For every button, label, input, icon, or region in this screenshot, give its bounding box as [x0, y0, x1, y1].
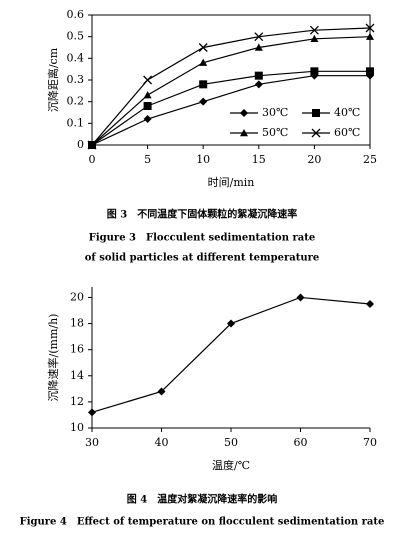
legend-label: 30℃ [262, 106, 288, 119]
series-line [91, 36, 371, 146]
caption: 图 3 不同温度下固体颗粒的絮凝沉降速率 [107, 208, 297, 221]
legend-label: 50℃ [262, 126, 288, 139]
marker [143, 115, 152, 123]
y-tick-label: 14 [70, 369, 84, 382]
marker [199, 97, 208, 106]
y-tick-label: 0.4 [67, 51, 85, 64]
x-tick-label: 50 [224, 436, 238, 449]
x-axis-title: 时间/min [208, 176, 255, 189]
y-axis-title: 沉降距离/cm [46, 47, 60, 112]
y-tick-label: 0.1 [67, 116, 85, 129]
y-axis-title: 沉降速率/(mm/h) [46, 314, 60, 402]
legend-marker [312, 109, 320, 117]
marker [198, 43, 208, 52]
x-axis-title: 温度/℃ [212, 458, 250, 472]
marker [366, 32, 374, 40]
x-tick-label: 5 [144, 153, 151, 166]
marker [254, 71, 263, 80]
x-tick-label: 70 [363, 436, 377, 449]
marker [254, 32, 264, 42]
marker [310, 34, 319, 43]
caption: Figure 4 Effect of temperature on floccu… [20, 517, 385, 528]
marker [366, 299, 374, 308]
legend-marker [240, 129, 248, 137]
x-tick-label: 20 [307, 153, 321, 166]
marker [227, 319, 235, 328]
marker [309, 25, 319, 35]
x-tick-label: 30 [85, 436, 99, 449]
legend-label: 60℃ [334, 126, 360, 139]
x-tick-label: 60 [294, 436, 308, 449]
legend-marker [240, 109, 248, 117]
series-line [91, 70, 370, 146]
x-tick-label: 0 [89, 153, 96, 166]
marker [199, 58, 208, 66]
x-tick-label: 15 [252, 153, 266, 166]
x-tick-label: 40 [155, 436, 169, 449]
series-line [91, 75, 370, 146]
y-tick-label: 0.6 [67, 8, 85, 21]
legend-label: 40℃ [334, 106, 360, 119]
y-tick-label: 0.5 [67, 30, 85, 43]
marker [310, 67, 319, 76]
series-line [91, 27, 371, 146]
y-tick-label: 12 [70, 395, 84, 408]
marker [366, 67, 374, 76]
marker [143, 75, 153, 85]
marker [254, 43, 263, 51]
marker [157, 387, 166, 396]
y-tick-label: 16 [70, 343, 84, 356]
caption: 图 4 温度对絮凝沉降速率的影响 [127, 493, 277, 506]
y-tick-label: 10 [70, 421, 84, 434]
legend-marker [311, 128, 321, 138]
marker [87, 140, 97, 150]
caption: of solid particles at different temperat… [85, 253, 319, 264]
marker [296, 293, 305, 302]
marker [143, 91, 152, 99]
marker [199, 80, 208, 89]
y-tick-label: 0.3 [67, 73, 85, 86]
series-line [91, 296, 371, 413]
y-tick-label: 0 [77, 138, 84, 151]
x-tick-label: 25 [363, 153, 377, 166]
marker [365, 23, 375, 33]
y-tick-label: 18 [70, 317, 84, 330]
marker [88, 408, 96, 417]
y-tick-label: 20 [70, 290, 84, 303]
marker [254, 80, 263, 89]
marker [143, 102, 152, 110]
y-tick-label: 0.2 [67, 95, 85, 108]
caption: Figure 3 Flocculent sedimentation rate [89, 233, 315, 244]
x-tick-label: 10 [196, 153, 210, 166]
